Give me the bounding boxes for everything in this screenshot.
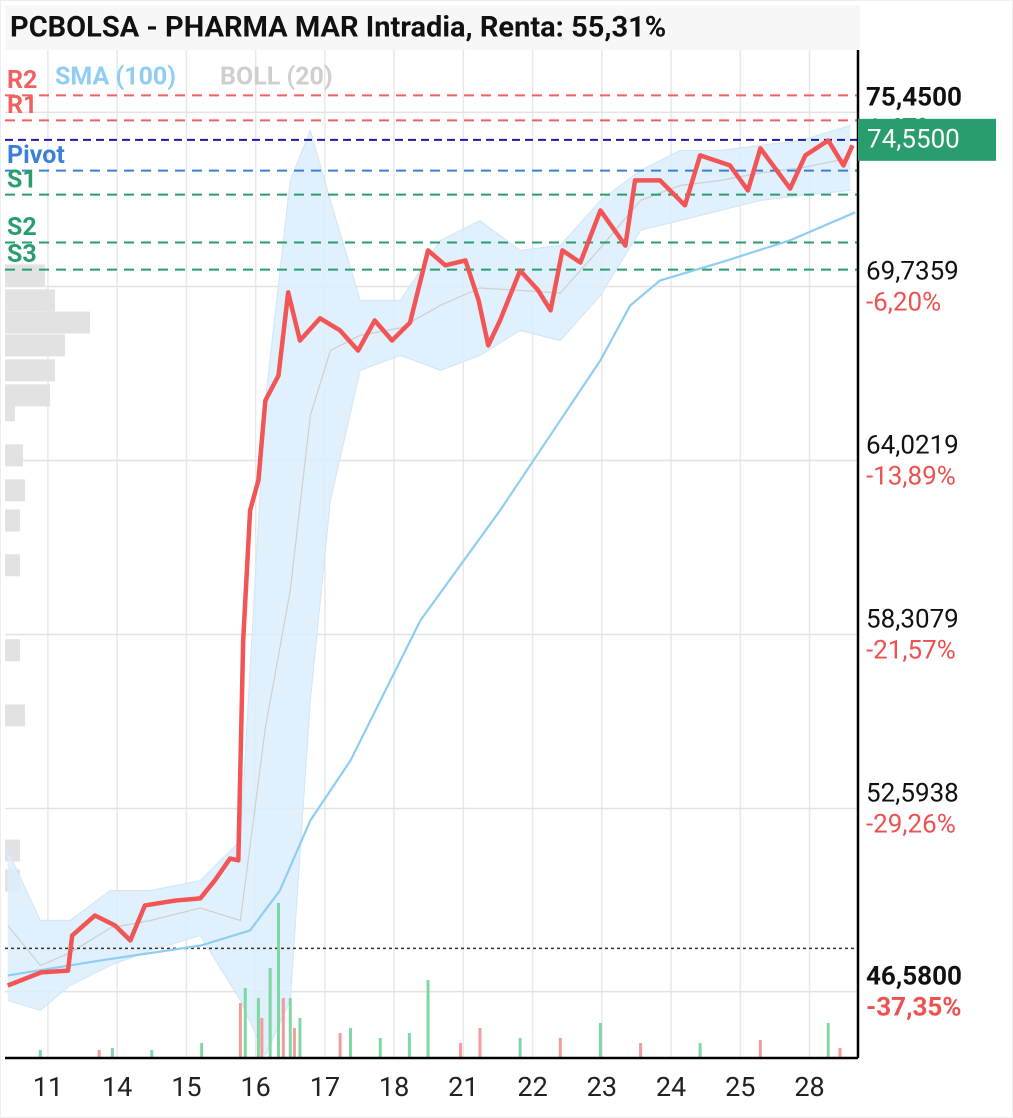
volume-bar: [243, 988, 247, 1058]
volume-bar: [298, 1018, 302, 1058]
volume-bar: [200, 1043, 204, 1058]
x-tick-label: 24: [656, 1071, 686, 1103]
x-tick-label: 21: [448, 1071, 478, 1103]
volume-bar: [378, 1038, 382, 1058]
volume-profile-bar: [5, 479, 25, 502]
y-tick-change: -29,26%: [866, 809, 956, 839]
x-tick-label: 28: [794, 1071, 824, 1103]
x-tick-label: 22: [517, 1071, 547, 1103]
volume-profile-bar: [5, 839, 20, 862]
x-tick-label: 11: [33, 1071, 63, 1103]
volume-bar: [478, 1028, 482, 1058]
x-tick-label: 16: [240, 1071, 270, 1103]
x-tick-label: 18: [379, 1071, 409, 1103]
sma-line: [7, 211, 856, 977]
volume-profile-bar: [5, 509, 20, 532]
volume-bar: [97, 1050, 101, 1058]
legend-boll: BOLL (20): [220, 63, 333, 92]
last-price-label: 74,5500: [867, 125, 960, 155]
pivot-label: S1: [7, 165, 37, 194]
volume-bar: [260, 1018, 264, 1058]
volume-bar: [268, 968, 272, 1058]
volume-profile-bar: [5, 639, 20, 662]
title-bar: [5, 5, 860, 50]
bollinger-middle: [7, 157, 851, 967]
volume-bar: [826, 1023, 830, 1058]
x-tick-label: 14: [102, 1071, 132, 1103]
y-tick-label: 64,0219: [866, 430, 959, 460]
volume-bar: [256, 998, 260, 1058]
x-tick-label: 15: [171, 1071, 201, 1103]
volume-bar: [598, 1023, 602, 1058]
y-tick-label: 58,3079: [866, 604, 959, 634]
y-tick-label: 52,5938: [866, 778, 959, 808]
volume-bar: [281, 998, 285, 1058]
volume-profile-bar: [5, 311, 90, 334]
volume-bar: [838, 1048, 842, 1058]
volume-profile-bar: [5, 334, 65, 357]
volume-profile-bar: [5, 444, 23, 467]
volume-bar: [292, 1028, 296, 1058]
volume-profile-bar: [5, 399, 15, 422]
pivot-label: Pivot: [7, 141, 65, 170]
volume-profile-bar: [5, 384, 50, 407]
volume-profile-bar: [5, 704, 25, 727]
volume-bar: [459, 1043, 463, 1058]
volume-bar: [38, 1050, 42, 1058]
last-price-box: [858, 118, 996, 161]
x-tick-label: 25: [725, 1071, 755, 1103]
y-tick-change: -21,57%: [866, 635, 956, 665]
volume-bar: [698, 1043, 702, 1058]
volume-bar: [426, 980, 430, 1058]
y-tick-label: 75,4500: [866, 82, 962, 112]
price-line: [6, 138, 855, 988]
volume-bar: [407, 1033, 411, 1058]
pivot-label: R2: [7, 66, 37, 95]
y-tick-change: -37,35%: [866, 992, 962, 1022]
volume-bar: [276, 903, 280, 1058]
volume-bar: [639, 1043, 643, 1058]
chart-title: PCBOLSA - PHARMA MAR Intradia, Renta: 55…: [10, 11, 666, 45]
volume-bar: [150, 1050, 154, 1058]
y-tick-label: 69,7359: [866, 256, 959, 286]
pivot-label: S2: [7, 213, 37, 242]
pivot-label: R1: [7, 91, 37, 120]
volume-bar: [758, 1040, 762, 1058]
volume-profile-bar: [5, 554, 20, 577]
volume-bar: [348, 1028, 352, 1058]
volume-bar: [288, 998, 292, 1058]
volume-bar: [338, 1033, 342, 1058]
y-tick-change: -13,89%: [866, 461, 956, 491]
bollinger-upper: [7, 125, 851, 921]
pivot-label: S3: [7, 240, 37, 269]
y-tick-change: -6,20%: [866, 287, 941, 317]
volume-bar: [110, 1048, 114, 1058]
y-tick-label: 46,5800: [866, 961, 962, 991]
legend-sma: SMA (100): [55, 63, 176, 92]
x-tick-label: 17: [310, 1071, 340, 1103]
volume-profile-bar: [5, 289, 55, 312]
volume-bar: [518, 1038, 522, 1058]
volume-profile-bar: [5, 359, 55, 382]
volume-bar: [238, 1003, 242, 1058]
x-tick-label: 23: [587, 1071, 617, 1103]
volume-bar: [558, 1038, 562, 1058]
